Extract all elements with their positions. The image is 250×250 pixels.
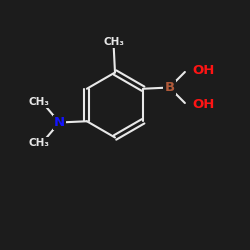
Text: CH₃: CH₃ bbox=[29, 138, 50, 148]
Text: N: N bbox=[54, 116, 65, 129]
Text: CH₃: CH₃ bbox=[103, 37, 124, 47]
Text: CH₃: CH₃ bbox=[29, 97, 50, 107]
Text: OH: OH bbox=[192, 98, 215, 111]
Text: B: B bbox=[164, 81, 174, 94]
Text: OH: OH bbox=[192, 64, 215, 77]
